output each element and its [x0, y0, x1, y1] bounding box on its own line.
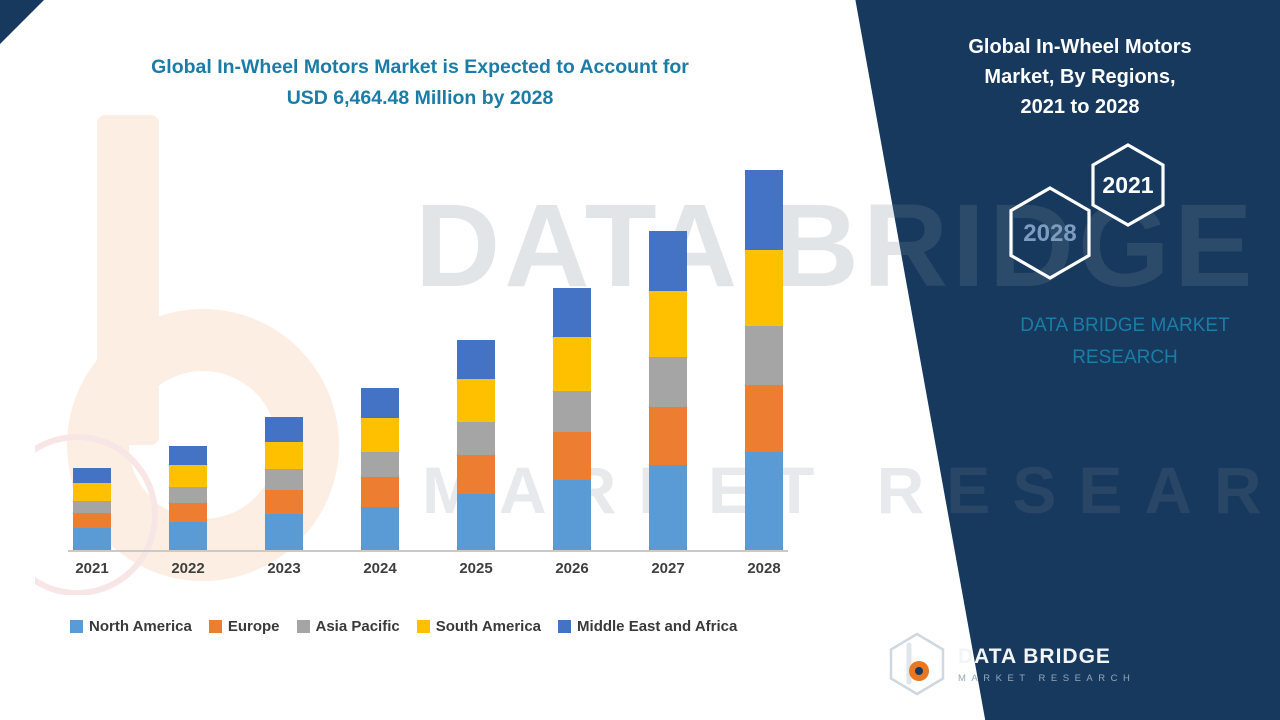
segment-asia-pacific-2024 [361, 451, 399, 478]
segment-asia-pacific-2027 [649, 356, 687, 408]
legend-label-middle-east-and-africa: Middle East and Africa [577, 618, 738, 635]
segment-asia-pacific-2025 [457, 422, 495, 456]
x-axis-label-2027: 2027 [651, 560, 685, 577]
bar-column-2021: 2021 [68, 150, 116, 592]
stacked-bar-2025 [457, 339, 495, 550]
x-axis-label-2028: 2028 [747, 560, 781, 577]
segment-europe-2026 [553, 432, 591, 480]
legend-swatch-north-america [70, 620, 83, 633]
bar-column-2022: 2022 [164, 150, 212, 592]
legend-swatch-asia-pacific [296, 620, 310, 633]
segment-middle-east-and-africa-2023 [265, 417, 303, 442]
segment-asia-pacific-2026 [553, 391, 591, 433]
segment-middle-east-and-africa-2021 [73, 468, 111, 484]
segment-south-america-2023 [265, 441, 303, 470]
segment-north-america-2021 [73, 527, 111, 550]
stacked-bar-2026 [553, 288, 591, 550]
legend-swatch-south-america [416, 620, 430, 633]
stacked-bar-2028 [745, 169, 783, 550]
legend-swatch-middle-east-and-africa [558, 620, 572, 633]
stacked-bar-2021 [73, 468, 111, 550]
segment-north-america-2027 [649, 465, 687, 550]
stacked-bar-2027 [649, 230, 687, 550]
segment-middle-east-and-africa-2027 [649, 230, 687, 291]
stacked-bar-2024 [361, 388, 399, 550]
legend-label-asia-pacific: Asia Pacific [315, 618, 400, 635]
legend-item-south-america: South America [416, 618, 542, 635]
stacked-bar-chart: 2021 2022 2023 2024 2025 2026 2027 2028 [68, 150, 788, 592]
segment-south-america-2028 [745, 249, 783, 327]
legend-label-europe: Europe [227, 618, 280, 635]
x-axis-label-2024: 2024 [363, 560, 397, 577]
x-axis-label-2023: 2023 [267, 560, 301, 577]
segment-north-america-2022 [169, 521, 207, 550]
legend-swatch-europe [208, 620, 222, 633]
segment-south-america-2024 [361, 418, 399, 452]
bar-column-2026: 2026 [548, 150, 596, 592]
bar-column-2025: 2025 [452, 150, 500, 592]
legend-item-asia-pacific: Asia Pacific [296, 618, 400, 635]
segment-north-america-2028 [745, 452, 783, 550]
segment-south-america-2025 [457, 378, 495, 423]
bar-column-2028: 2028 [740, 150, 788, 592]
legend-item-europe: Europe [208, 618, 280, 635]
x-axis-label-2022: 2022 [171, 560, 205, 577]
segment-asia-pacific-2028 [745, 326, 783, 385]
segment-north-america-2026 [553, 480, 591, 550]
segment-europe-2024 [361, 477, 399, 507]
chart-headline-line2: USD 6,464.48 Million by 2028 [286, 87, 554, 109]
legend-label-north-america: North America [89, 618, 192, 635]
segment-asia-pacific-2021 [73, 500, 111, 513]
segment-europe-2022 [169, 503, 207, 522]
segment-middle-east-and-africa-2025 [457, 339, 495, 379]
legend-item-north-america: North America [70, 618, 192, 635]
segment-north-america-2023 [265, 514, 303, 550]
corner-triangle-decoration [0, 0, 44, 44]
chart-headline-line1: Global In-Wheel Motors Market is Expecte… [151, 56, 689, 78]
segment-europe-2027 [649, 407, 687, 466]
segment-south-america-2027 [649, 290, 687, 357]
bar-column-2027: 2027 [644, 150, 692, 592]
segment-europe-2025 [457, 455, 495, 494]
segment-middle-east-and-africa-2028 [745, 169, 783, 250]
bar-column-2024: 2024 [356, 150, 404, 592]
segment-north-america-2024 [361, 506, 399, 550]
x-axis-label-2025: 2025 [459, 560, 493, 577]
x-axis-line [68, 550, 788, 552]
segment-south-america-2022 [169, 465, 207, 488]
segment-south-america-2021 [73, 483, 111, 501]
segment-north-america-2025 [457, 493, 495, 550]
x-axis-label-2026: 2026 [555, 560, 589, 577]
x-axis-label-2021: 2021 [75, 560, 109, 577]
segment-asia-pacific-2023 [265, 469, 303, 491]
legend-label-south-america: South America [435, 618, 542, 635]
stacked-bar-2022 [169, 445, 207, 550]
right-panel-background [855, 0, 1280, 720]
legend-item-middle-east-and-africa: Middle East and Africa [558, 618, 737, 635]
segment-south-america-2026 [553, 337, 591, 392]
segment-middle-east-and-africa-2026 [553, 288, 591, 338]
company-logo-icon [889, 632, 945, 696]
segment-middle-east-and-africa-2022 [169, 445, 207, 466]
segment-middle-east-and-africa-2024 [361, 388, 399, 419]
segment-asia-pacific-2022 [169, 487, 207, 504]
chart-legend: North America Europe Asia Pacific South Ame… [70, 618, 737, 635]
plot-area: 2021 2022 2023 2024 2025 2026 2027 2028 [68, 150, 788, 592]
chart-headline: Global In-Wheel Motors Market is Expecte… [40, 52, 800, 114]
segment-europe-2023 [265, 490, 303, 515]
segment-europe-2028 [745, 384, 783, 453]
segment-europe-2021 [73, 512, 111, 528]
bar-column-2023: 2023 [260, 150, 308, 592]
stacked-bar-2023 [265, 417, 303, 550]
